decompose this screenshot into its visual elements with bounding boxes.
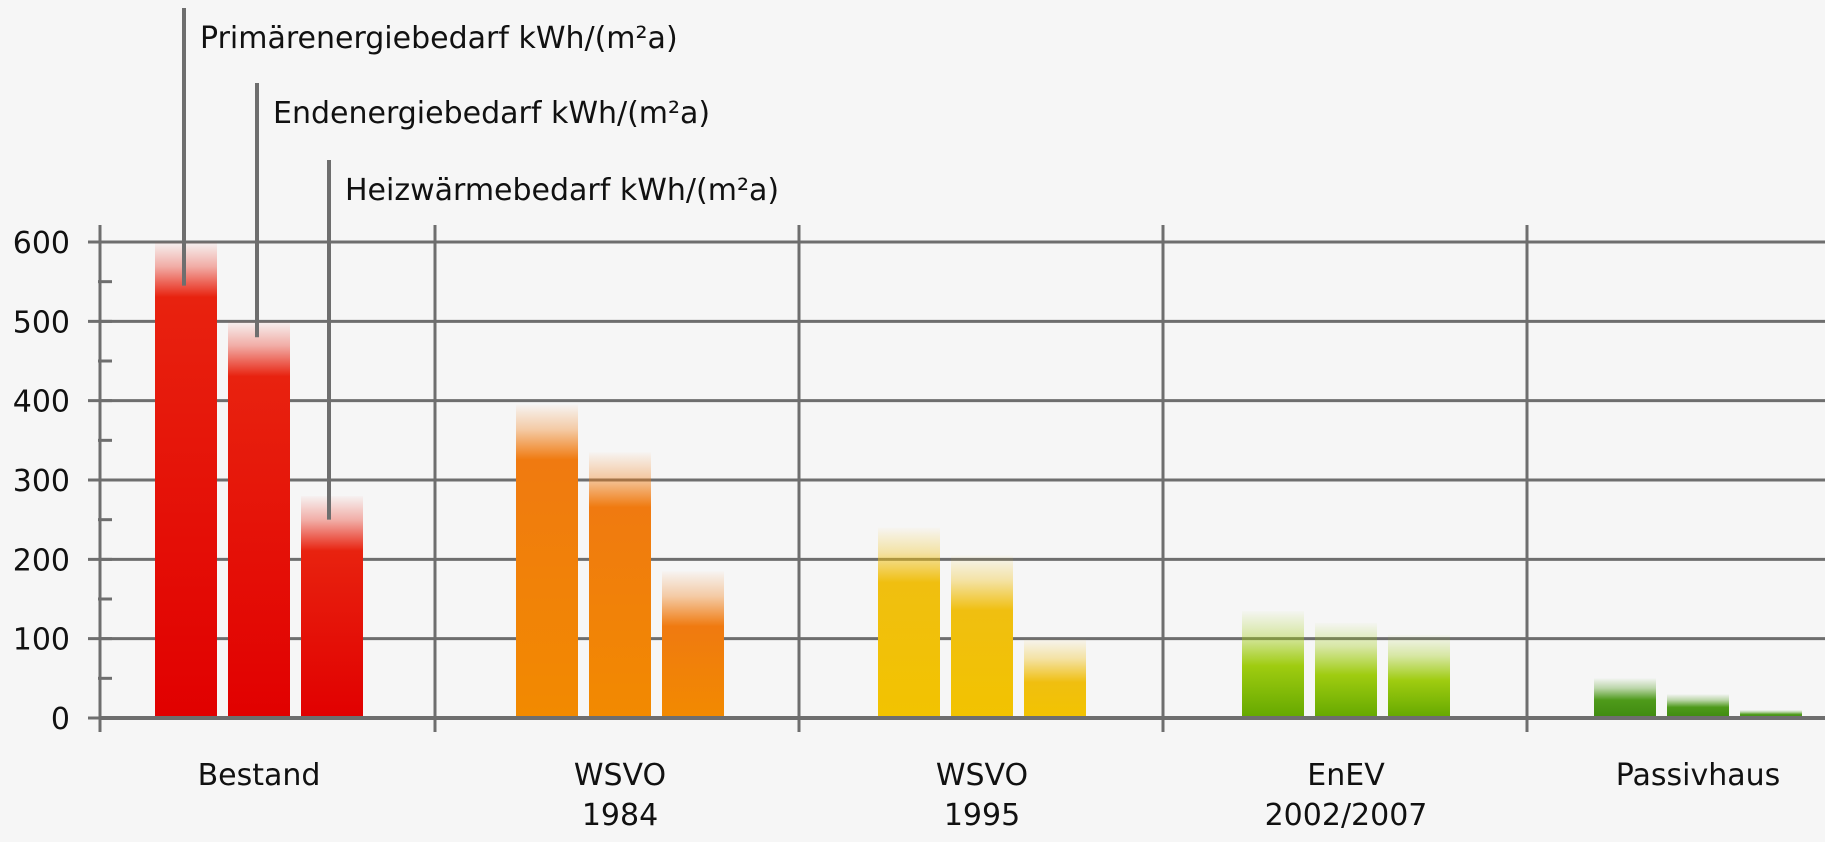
- bar: [1315, 622, 1377, 718]
- y-tick-label: 400: [13, 385, 70, 420]
- bar-layer: [155, 242, 1802, 718]
- y-tick-label: 600: [13, 226, 70, 261]
- bar: [516, 404, 578, 718]
- bar: [878, 527, 940, 718]
- bar: [155, 242, 217, 718]
- bar: [951, 555, 1013, 718]
- series-label: Heizwärmebedarf kWh/(m²a): [345, 173, 779, 208]
- series-label: Endenergiebedarf kWh/(m²a): [273, 96, 710, 131]
- bar: [1740, 710, 1802, 718]
- bar: [1667, 694, 1729, 718]
- category-label: Passivhaus: [1616, 758, 1781, 793]
- category-label: WSVO 1995: [936, 758, 1028, 833]
- y-tick-label: 100: [13, 623, 70, 658]
- bar: [1594, 678, 1656, 718]
- grid-layer: [100, 240, 1825, 641]
- y-tick-label: 0: [51, 702, 70, 737]
- category-label: Bestand: [198, 758, 321, 793]
- label-layer: 0 100 200 300 400 500 600 Bestand WSVO 1984 WSVO 19…: [13, 226, 1781, 833]
- bar: [589, 452, 651, 718]
- bar: [1024, 638, 1086, 718]
- y-tick-label: 200: [13, 543, 70, 578]
- bar: [662, 571, 724, 718]
- bar: [1388, 634, 1450, 718]
- y-tick-label: 300: [13, 464, 70, 499]
- y-tick-label: 500: [13, 305, 70, 340]
- axis-layer: [88, 225, 1825, 732]
- bar: [1242, 610, 1304, 718]
- category-label: WSVO 1984: [574, 758, 666, 833]
- legend-callouts: Primärenergiebedarf kWh/(m²a) Endenergieb…: [182, 8, 779, 520]
- category-label: EnEV 2002/2007: [1265, 758, 1428, 833]
- bar: [301, 495, 363, 718]
- bar: [228, 321, 290, 718]
- series-label: Primärenergiebedarf kWh/(m²a): [200, 21, 678, 56]
